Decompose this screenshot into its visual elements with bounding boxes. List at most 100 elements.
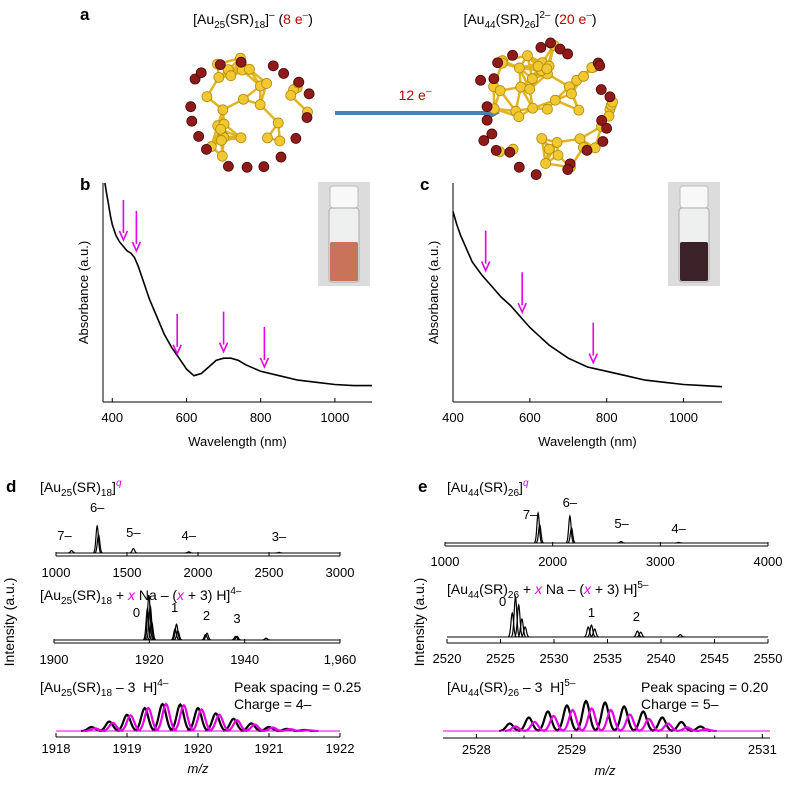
sulfur-atom	[304, 89, 314, 99]
y-axis-label: Intensity (a.u.)	[411, 578, 427, 667]
gold-atom	[495, 86, 505, 96]
gold-atom	[544, 144, 554, 154]
gold-atom	[553, 150, 563, 160]
annotation: Charge = 5–	[641, 696, 719, 712]
peak-label: 4–	[671, 521, 686, 536]
annotation: Peak spacing = 0.20	[641, 679, 768, 695]
gold-atom	[226, 71, 236, 81]
sulfur-atom	[482, 115, 492, 125]
gold-atom	[275, 136, 285, 146]
gold-atom	[273, 118, 283, 128]
text-segment: [Au	[40, 679, 61, 695]
sulfur-atom	[582, 145, 592, 155]
peak-label: 7–	[523, 507, 538, 522]
sulfur-atom	[476, 75, 486, 85]
text-segment: (SR)	[72, 587, 101, 603]
x-tick-label: 1920	[184, 741, 213, 756]
peak	[130, 549, 137, 553]
sulfur-atom	[563, 49, 573, 59]
arrow	[119, 200, 127, 240]
x-tick-label: 2500	[255, 565, 284, 580]
sulfur-atom	[186, 102, 196, 112]
sulfur-atom	[563, 165, 573, 175]
sulfur-atom	[302, 113, 312, 123]
peak-label: 6–	[90, 500, 105, 515]
cluster	[476, 38, 618, 180]
x-tick-label: 1918	[42, 741, 71, 756]
sulfur-atom	[268, 61, 278, 71]
sulfur-atom	[531, 170, 541, 180]
gold-atom	[214, 72, 224, 82]
x-tick-label: 400	[101, 410, 123, 425]
vial-liquid	[330, 242, 358, 281]
panel-label: b	[80, 175, 90, 194]
gold-atom	[255, 100, 265, 110]
text-segment: 18	[254, 20, 266, 31]
x-axis-label: m/z	[188, 761, 209, 776]
sulfur-atom	[489, 74, 499, 84]
text-segment: (SR)	[225, 11, 254, 27]
text-segment: 25	[61, 596, 73, 607]
x-tick-label: 2550	[754, 651, 783, 666]
x-axis-label: m/z	[595, 763, 616, 778]
peak-label: 1	[171, 600, 178, 615]
sulfur-atom	[514, 162, 524, 172]
text-segment: (SR)	[496, 11, 525, 27]
gold-atom	[262, 133, 272, 143]
gold-atom	[566, 89, 576, 99]
gold-atom	[542, 64, 552, 74]
rich-text: [Au44(SR)26]2– (20 e–)	[463, 10, 596, 31]
sulfur-atom	[595, 61, 605, 71]
text-segment: 25	[61, 688, 73, 699]
sulfur-atom	[536, 42, 546, 52]
vial-photo	[668, 182, 720, 286]
x-tick-label: 800	[250, 410, 272, 425]
text-segment: [Au	[447, 479, 468, 495]
peak-label: 0	[499, 594, 506, 609]
annotation: Charge = 4–	[234, 696, 312, 712]
text-segment: +	[112, 587, 128, 603]
text-segment: 20 e	[559, 11, 586, 27]
peak-label: 0	[133, 605, 140, 620]
arrow	[220, 312, 228, 352]
gold-atom	[542, 104, 552, 114]
gold-atom	[286, 90, 296, 100]
gold-atom	[525, 84, 535, 94]
rich-text: [Au44(SR)26]q	[447, 478, 529, 499]
text-segment: –	[426, 86, 432, 97]
text-segment: 26	[508, 688, 520, 699]
sulfur-atom	[291, 133, 301, 143]
gold-atom	[516, 82, 526, 92]
x-tick-label: 2000	[184, 565, 213, 580]
sulfur-atom	[259, 162, 269, 172]
text-segment: Na – (	[542, 581, 584, 597]
sulfur-atom	[596, 85, 606, 95]
gold-atom	[528, 103, 538, 113]
decorations	[335, 104, 500, 122]
text-segment: (SR)	[72, 479, 101, 495]
text-segment: 44	[468, 488, 480, 499]
gold-atom	[537, 134, 547, 144]
peak-label: 2	[633, 609, 640, 624]
y-axis-label: Intensity (a.u.)	[1, 578, 17, 667]
gold-atom	[218, 105, 228, 115]
sulfur-atom	[602, 123, 612, 133]
sulfur-atom	[242, 162, 252, 172]
gold-atom	[216, 135, 226, 145]
panel-label: e	[418, 477, 427, 496]
vial-cap	[680, 186, 708, 208]
gold-atom	[522, 51, 532, 61]
x-tick-label: 2520	[433, 651, 462, 666]
x-tick-label: 1000	[431, 554, 460, 569]
x-tick-label: 1922	[326, 741, 355, 756]
y-axis-label: Absorbance (a.u.)	[426, 241, 441, 344]
x-tick-label: 3000	[326, 565, 355, 580]
x-tick-label: 1919	[113, 741, 142, 756]
text-segment: (	[551, 11, 560, 27]
text-segment: – 3 H]	[112, 679, 157, 695]
rich-text: [Au44(SR)26 – 3 H]5–	[447, 678, 576, 699]
peak-label: 3–	[272, 529, 287, 544]
panel-label: d	[6, 477, 16, 496]
gold-atom	[552, 137, 562, 147]
peak	[298, 730, 319, 731]
